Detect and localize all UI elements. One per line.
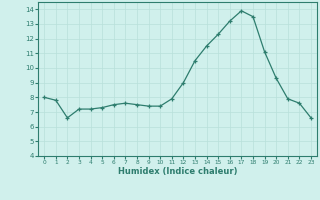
X-axis label: Humidex (Indice chaleur): Humidex (Indice chaleur) (118, 167, 237, 176)
